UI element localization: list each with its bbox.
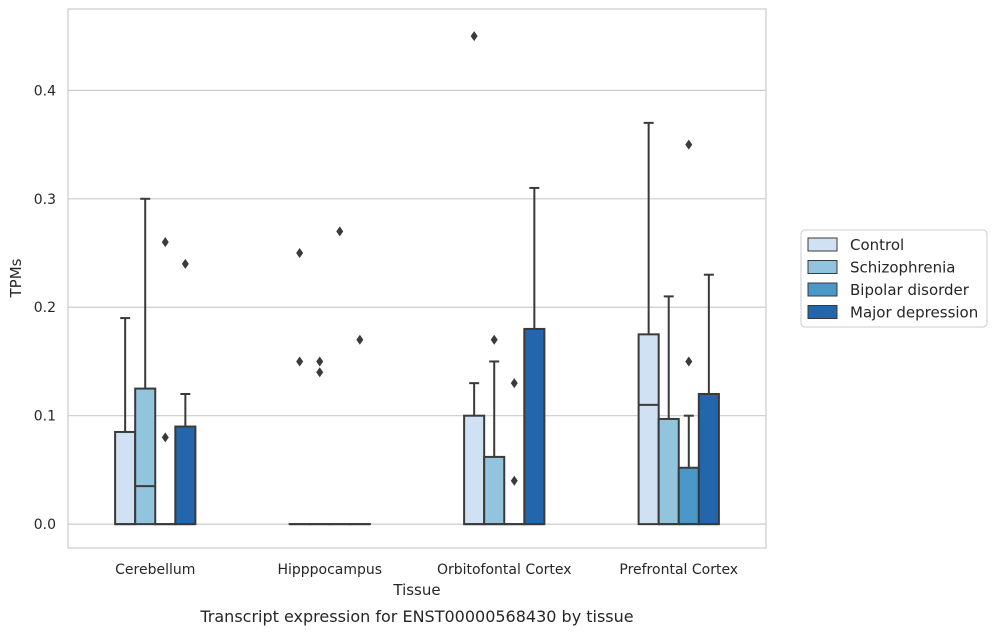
legend-label: Control	[850, 236, 904, 254]
y-tick-label: 0.1	[34, 409, 56, 425]
box	[114, 430, 137, 526]
box-schizophrenia	[134, 197, 157, 526]
outlier-point	[316, 356, 324, 367]
legend-swatch	[807, 305, 838, 319]
legend-swatch	[807, 260, 838, 274]
x-axis-title: Tissue	[392, 581, 440, 599]
box	[174, 425, 197, 526]
chart-caption: Transcript expression for ENST0000056843…	[199, 607, 633, 626]
box-control	[463, 31, 486, 526]
y-tick-label: 0.2	[34, 300, 56, 316]
legend-label: Major depression	[850, 304, 978, 322]
x-tick-label: Cerebellum	[115, 562, 195, 578]
x-tick-label: Orbitofontal Cortex	[437, 562, 572, 578]
outlier-point	[316, 367, 324, 378]
box-bipolar-disorder	[328, 226, 351, 526]
box-schizophrenia	[657, 295, 680, 526]
box-major-depression	[697, 273, 720, 526]
outlier-point	[685, 356, 693, 367]
box-control	[288, 248, 311, 526]
outlier-point	[470, 31, 478, 42]
outlier-point	[685, 139, 693, 150]
box-schizophrenia	[308, 356, 331, 526]
x-tick-label: Hipppocampus	[277, 562, 382, 578]
box-bipolar-disorder	[154, 237, 177, 526]
outlier-point	[510, 475, 518, 486]
outlier-point	[161, 237, 169, 248]
box-major-depression	[174, 258, 197, 526]
y-tick-label: 0.3	[34, 192, 56, 208]
legend-label: Bipolar disorder	[850, 281, 970, 299]
box	[697, 393, 720, 526]
x-axis-ticks: Cerebellum Hipppocampus Orbitofontal Corte…	[115, 562, 738, 578]
box	[657, 417, 680, 526]
outlier-point	[336, 226, 344, 237]
outlier-point	[181, 258, 189, 269]
box-bipolar-disorder	[677, 139, 700, 526]
x-tick-label: Prefrontal Cortex	[619, 562, 738, 578]
box	[134, 387, 157, 526]
box	[463, 414, 486, 526]
box	[523, 327, 546, 526]
box-major-depression	[523, 186, 546, 526]
plot-frame	[67, 8, 767, 549]
y-axis-ticks: 0.0 0.1 0.2 0.3 0.4	[34, 83, 56, 533]
y-axis-title: TPMs	[7, 258, 25, 298]
outlier-point	[296, 356, 304, 367]
outlier-point	[356, 334, 364, 345]
legend-frame	[800, 229, 988, 328]
box-schizophrenia	[483, 334, 506, 526]
outlier-point	[296, 248, 304, 259]
box	[637, 333, 660, 526]
legend: Control Schizophrenia Bipolar disorder Majo…	[800, 229, 988, 328]
outlier-point	[490, 334, 498, 345]
box-control	[114, 317, 137, 526]
box-bipolar-disorder	[503, 378, 526, 526]
legend-label: Schizophrenia	[850, 259, 955, 277]
boxplot-marks	[114, 31, 720, 526]
box	[483, 455, 506, 526]
box-control	[637, 121, 660, 526]
legend-swatch	[807, 237, 838, 252]
box	[677, 466, 700, 526]
outlier-point	[510, 378, 518, 389]
y-tick-label: 0.4	[34, 83, 56, 99]
outlier-point	[161, 432, 169, 443]
legend-swatch	[807, 282, 838, 297]
y-tick-label: 0.0	[34, 517, 56, 533]
box-major-depression	[348, 334, 371, 526]
